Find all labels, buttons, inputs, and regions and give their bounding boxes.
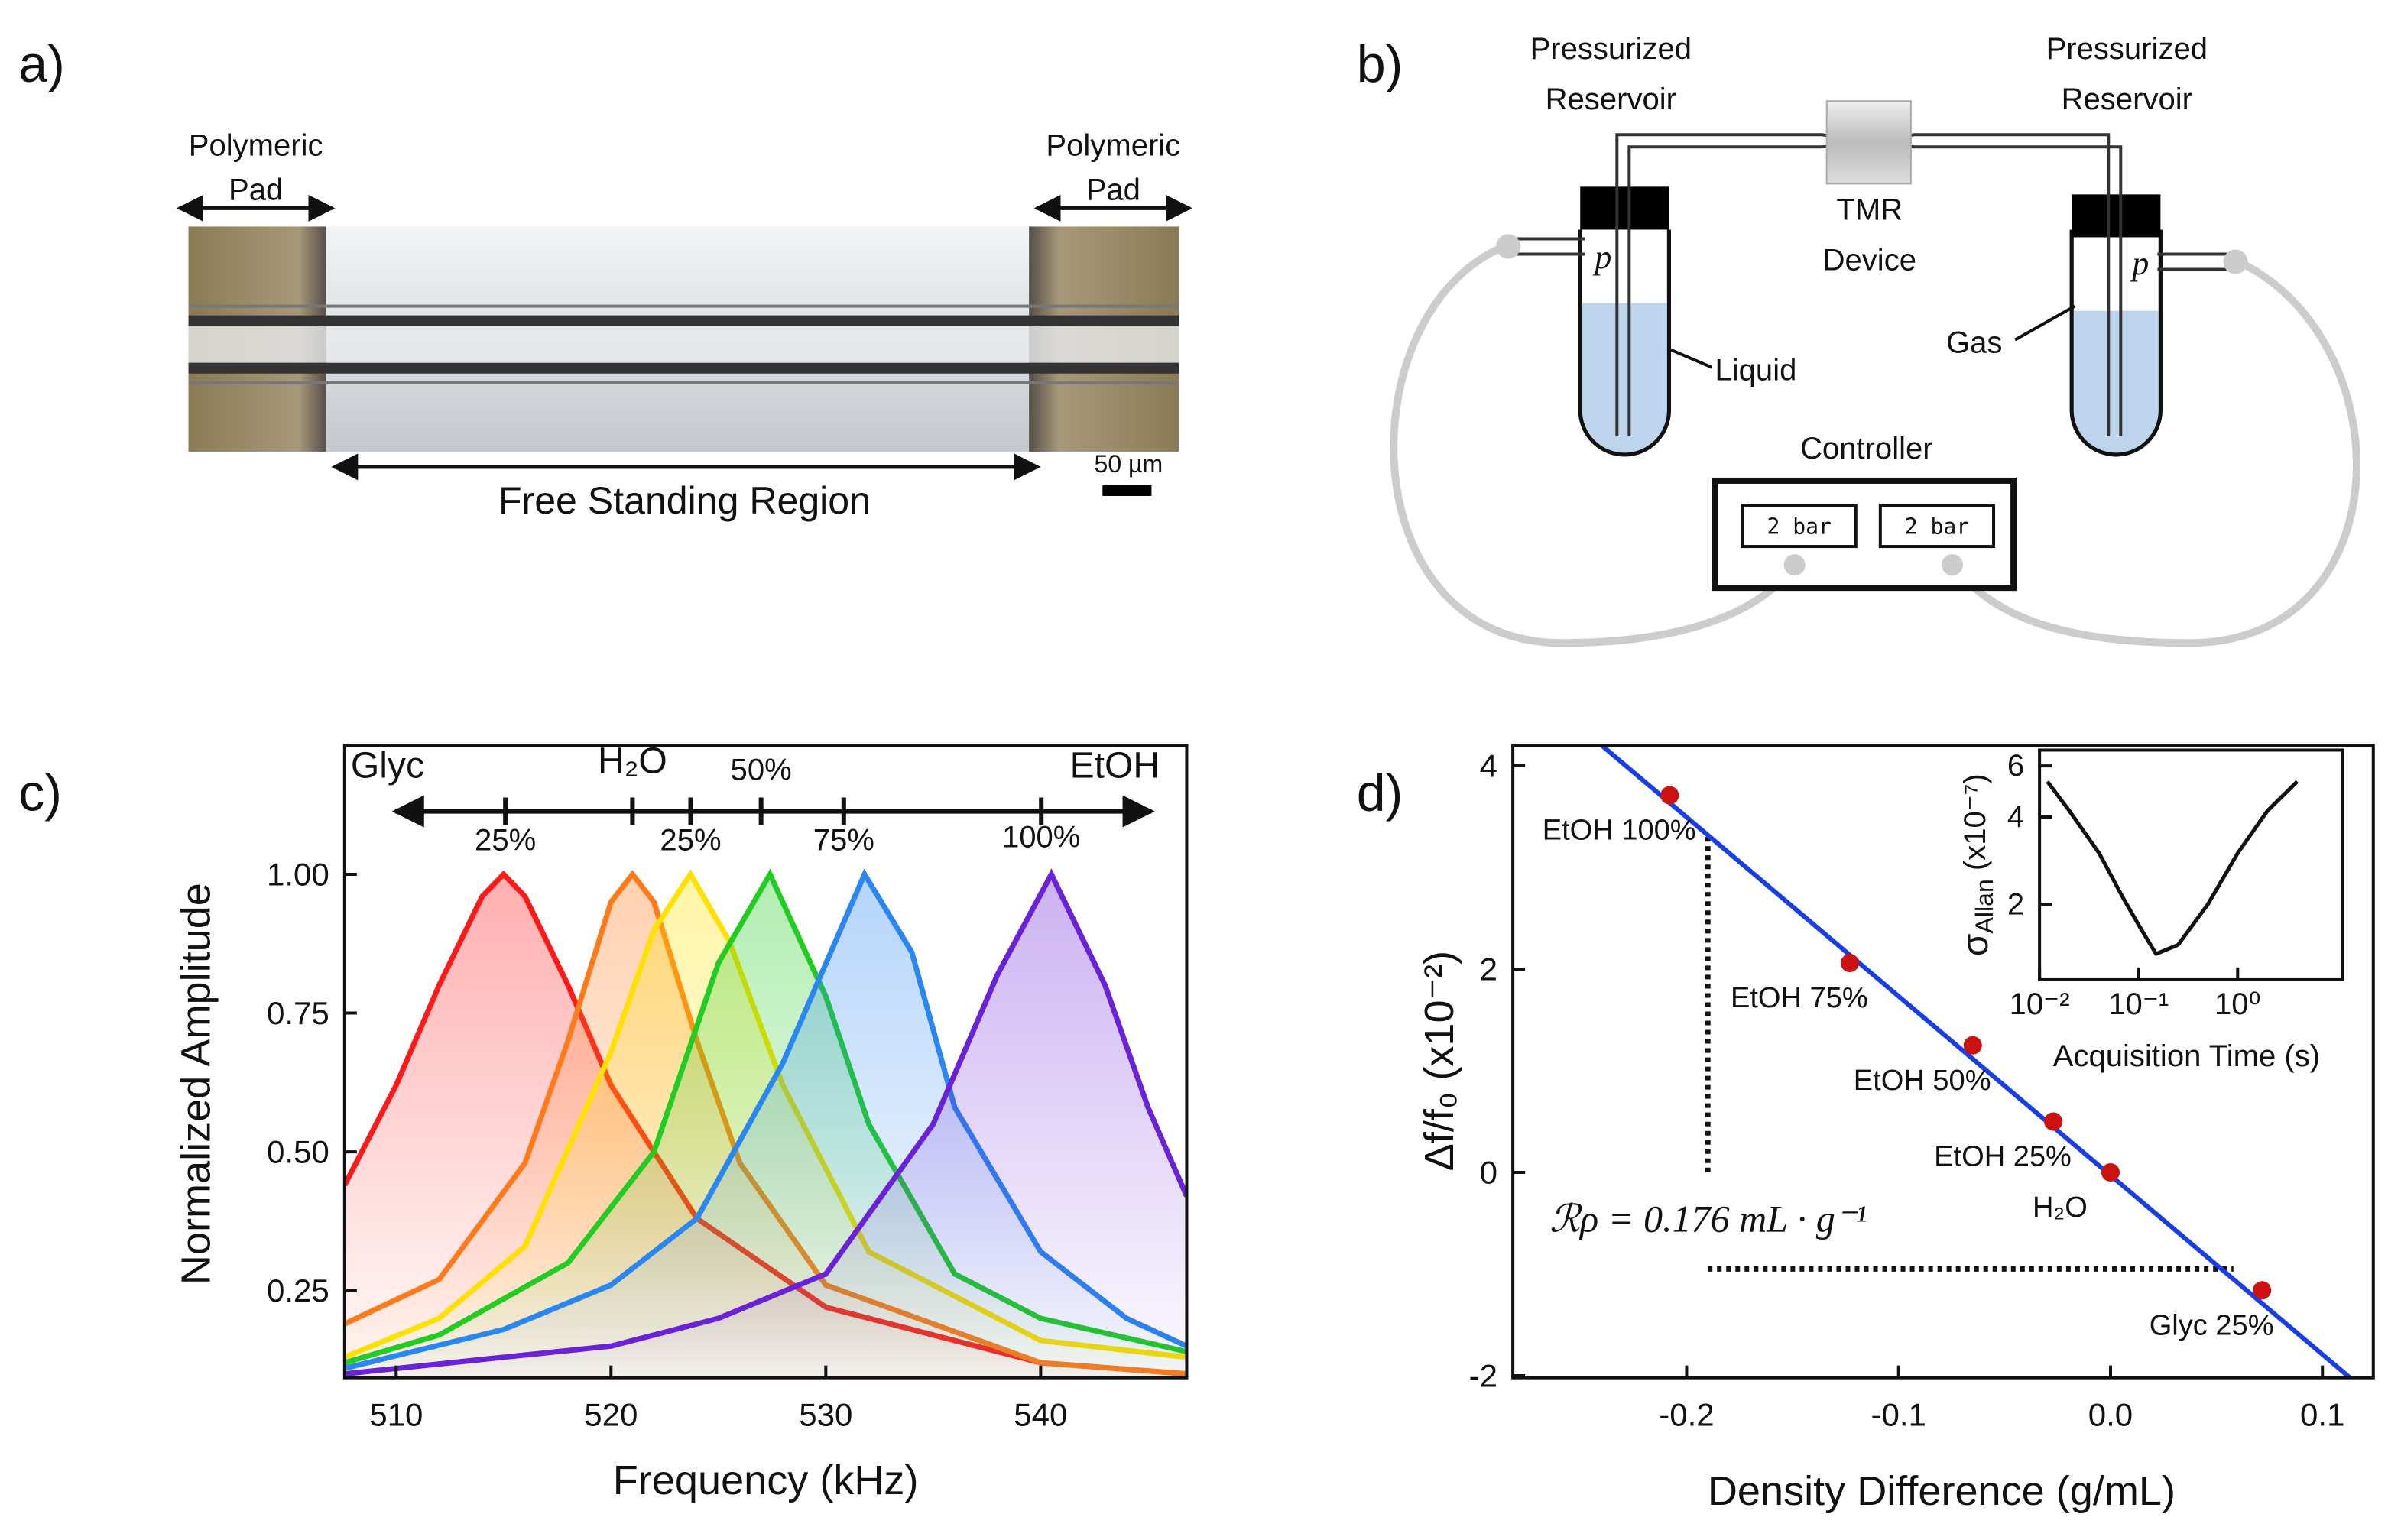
- inset-background: [2039, 750, 2343, 980]
- area: [344, 874, 1187, 1378]
- x-tick-label: 10⁻¹: [2108, 987, 2169, 1021]
- x-tick-label: 0.1: [2300, 1396, 2344, 1432]
- pressure-symbol: p: [1592, 238, 1611, 276]
- device-label: Device: [1823, 244, 1916, 277]
- unit: (x10⁻⁷): [1958, 773, 1992, 879]
- y-tick-label: 2: [2007, 887, 2024, 921]
- pad-label: Polymeric: [189, 128, 323, 162]
- chart-d: EtOH 100% EtOH 75% EtOH 50% EtOH 25% H₂O Glyc…: [1416, 744, 2375, 1514]
- composition-label: 100%: [1002, 821, 1080, 854]
- subscript: Allan: [1971, 879, 1998, 933]
- gas-label: Gas: [1946, 326, 2002, 360]
- point: [2101, 1163, 2120, 1182]
- y-tick-label: 4: [1480, 748, 1497, 784]
- pad-label: Polymeric: [1046, 128, 1180, 162]
- point: [1840, 954, 1859, 973]
- point-label: EtOH 75%: [1731, 982, 1868, 1014]
- panel-label: d): [1357, 764, 1403, 822]
- pad-label: Pad: [1086, 173, 1140, 206]
- composition-label: H₂O: [598, 740, 667, 781]
- x-tick-label: 540: [1014, 1396, 1067, 1432]
- display-text: 2 bar: [1905, 514, 1969, 540]
- x-tick-label: 510: [369, 1396, 423, 1432]
- composition-label: Glyc: [351, 744, 424, 786]
- symbol: σ: [1955, 933, 1996, 956]
- reservoir-label: Reservoir: [2062, 83, 2192, 116]
- panel-label: a): [18, 35, 65, 93]
- inset-line: [2046, 780, 2299, 956]
- point: [1660, 786, 1679, 805]
- plot-area: [1600, 745, 2352, 1378]
- point-label: Glyc 25%: [2150, 1309, 2274, 1341]
- plot-frame: [342, 744, 1189, 1380]
- x-tick-label: 0.0: [2088, 1396, 2133, 1432]
- x-tick-label: 10⁻²: [2010, 987, 2070, 1021]
- y-tick-label: 2: [1480, 952, 1497, 987]
- x-axis-label: Density Difference (g/mL): [1708, 1468, 2176, 1514]
- inset-x-label: Acquisition Time (s): [2053, 1039, 2320, 1073]
- liquid-label: Liquid: [1715, 354, 1797, 387]
- point-label: EtOH 25%: [1934, 1141, 2072, 1173]
- inset-y-label: σAllan (x10⁻⁷): [1955, 773, 1998, 956]
- line: [344, 868, 1187, 1377]
- y-tick-label: 6: [2007, 749, 2024, 783]
- chart-c: 510 520 530 540 0.25 0.50 0.75 1.00 Frequency (k…: [174, 740, 1189, 1503]
- point: [2044, 1112, 2063, 1131]
- annotation: ℛρ = 0.176 mL · g⁻¹: [1549, 1197, 1867, 1240]
- point-label: H₂O: [2033, 1191, 2088, 1224]
- y-axis-label: Δf/f₀ (x10⁻²): [1416, 951, 1462, 1171]
- point: [1963, 1036, 1982, 1055]
- y-tick-label: 0: [1480, 1155, 1497, 1191]
- composition-label: 75%: [813, 824, 874, 858]
- plot-frame: [2038, 748, 2344, 981]
- composition-label: 50%: [731, 753, 792, 786]
- composition-label: 25%: [475, 824, 536, 858]
- micrograph: [188, 226, 1179, 452]
- y-tick-label: 4: [2007, 800, 2024, 834]
- controller-label: Controller: [1800, 432, 1933, 465]
- panel-label: b): [1357, 35, 1403, 93]
- point: [2253, 1281, 2272, 1300]
- x-tick-label: 10⁰: [2214, 987, 2261, 1021]
- composition-label: EtOH: [1070, 744, 1160, 786]
- pad-label: Pad: [229, 173, 283, 206]
- x-tick-label: -0.2: [1659, 1396, 1714, 1432]
- scale-bar: [1102, 485, 1152, 496]
- device-label: TMR: [1836, 193, 1903, 226]
- plot-frame: [1511, 744, 2375, 1380]
- display-text: 2 bar: [1767, 514, 1831, 540]
- x-tick-label: -0.1: [1871, 1396, 1926, 1432]
- y-tick-label: 1.00: [267, 856, 329, 892]
- reservoir-label: Pressurized: [2046, 32, 2208, 66]
- x-tick-label: 530: [799, 1396, 852, 1432]
- fit-line: [1600, 745, 2352, 1378]
- y-tick-label: 0.25: [267, 1273, 329, 1308]
- x-tick-label: 520: [584, 1396, 638, 1432]
- y-tick-label: 0.75: [267, 995, 329, 1031]
- composition-label: 25%: [660, 824, 721, 858]
- pressure-symbol: p: [2130, 245, 2149, 282]
- y-tick-label: -2: [1469, 1358, 1497, 1394]
- point-label: EtOH 100%: [1543, 815, 1696, 847]
- x-axis-label: Frequency (kHz): [613, 1457, 919, 1503]
- reservoir-label: Reservoir: [1546, 83, 1676, 116]
- y-axis-label: Normalized Amplitude: [174, 883, 219, 1285]
- reservoir-label: Pressurized: [1530, 32, 1692, 66]
- point-label: EtOH 50%: [1854, 1065, 1991, 1097]
- setup-diagram: [1390, 100, 2360, 647]
- y-tick-label: 0.50: [267, 1134, 329, 1170]
- panel-label: c): [18, 764, 62, 822]
- region-label: Free Standing Region: [498, 479, 871, 522]
- scale-bar-label: 50 µm: [1095, 450, 1163, 478]
- plot-area: [344, 868, 1187, 1378]
